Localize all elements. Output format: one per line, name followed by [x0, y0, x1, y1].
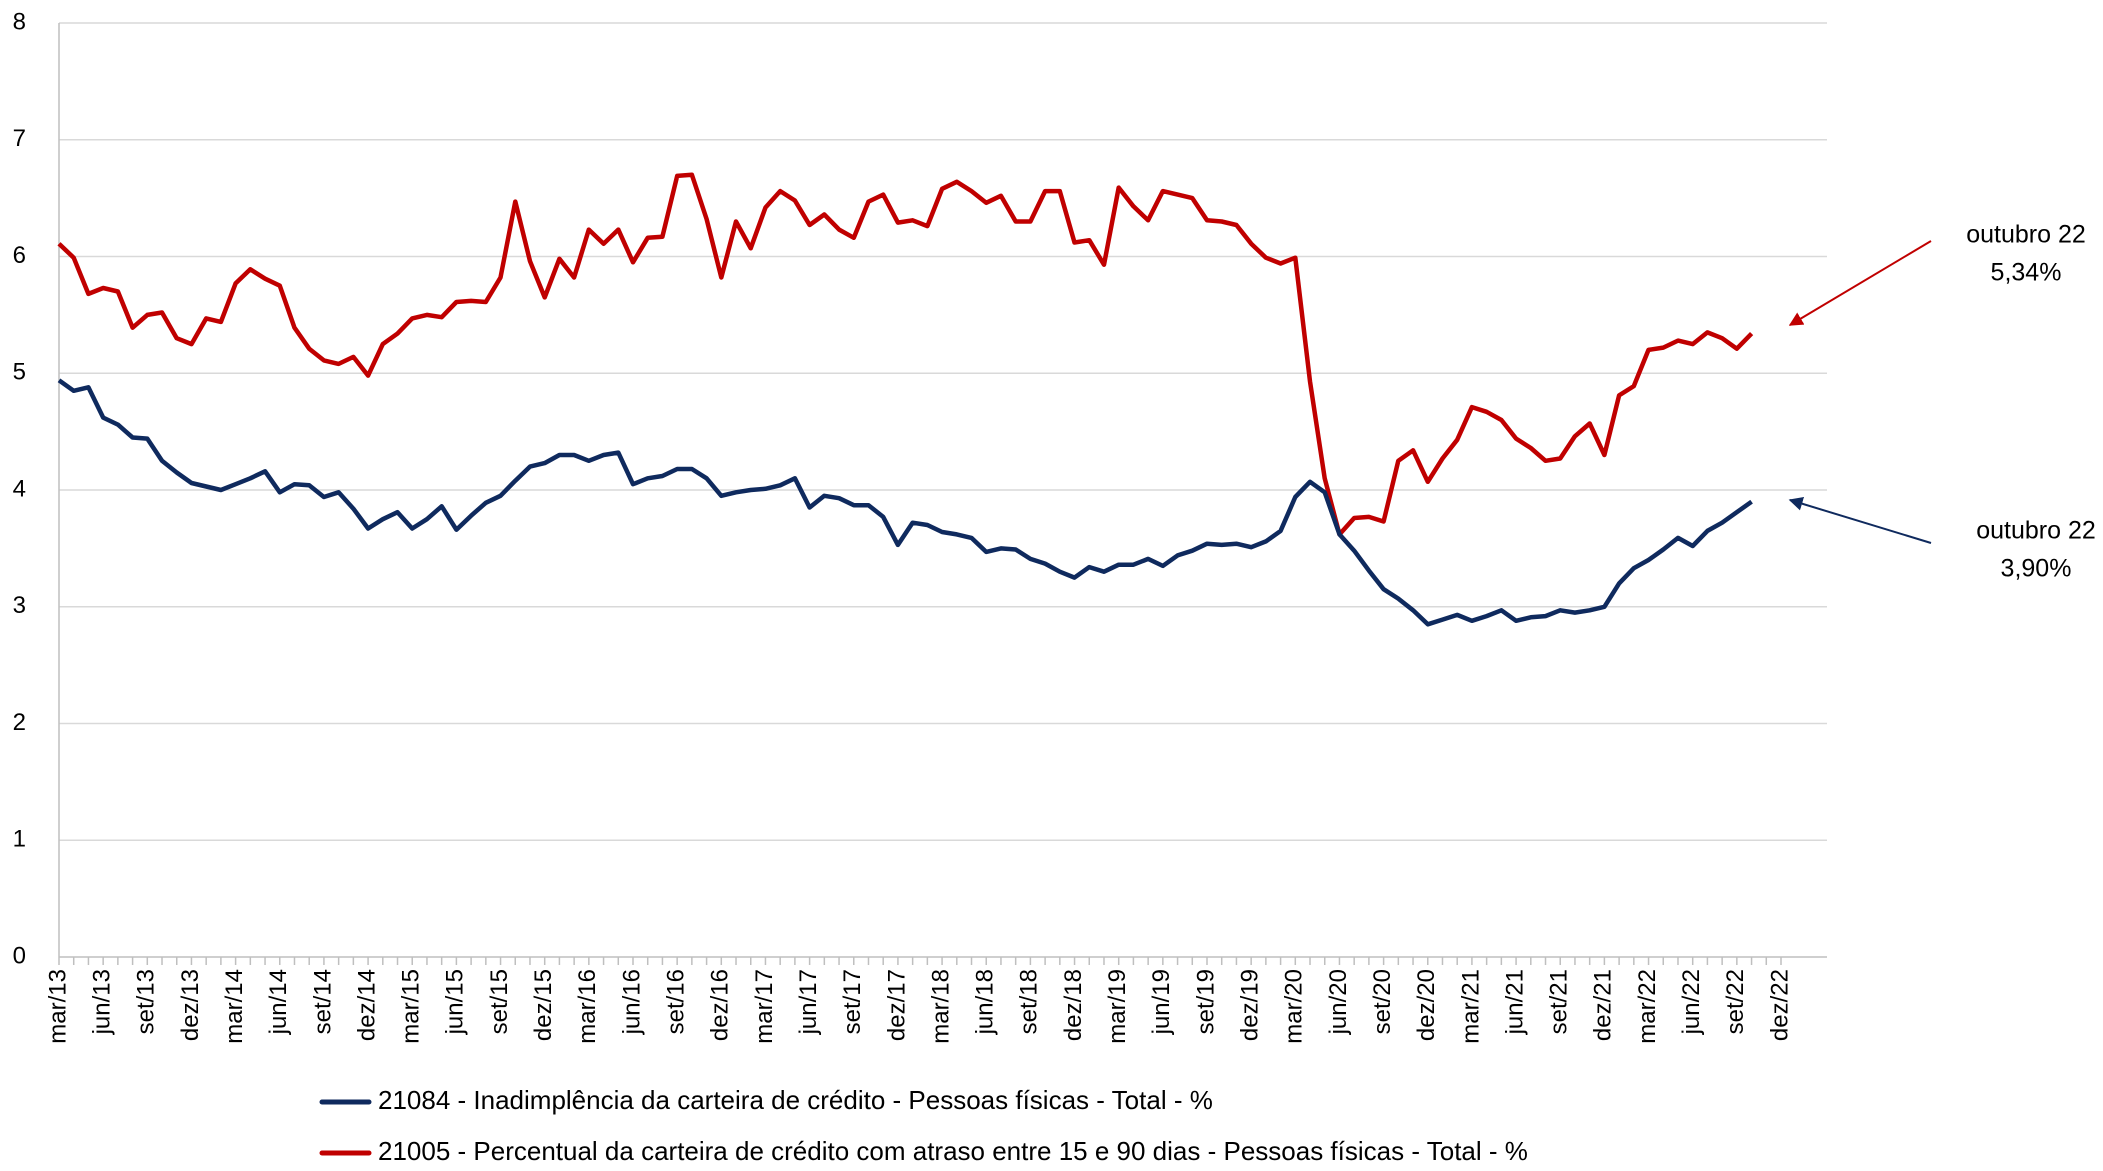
x-tick-label: jun/21: [1501, 969, 1528, 1035]
x-tick-label: mar/20: [1281, 969, 1308, 1044]
x-tick-label: mar/19: [1104, 969, 1131, 1044]
x-tick-label: set/14: [309, 969, 336, 1034]
y-tick-label: 3: [13, 592, 26, 619]
x-tick-label: jun/13: [88, 969, 115, 1035]
annotation-arrow: [1788, 240, 1932, 326]
x-tick-label: jun/20: [1325, 969, 1352, 1035]
y-tick-label: 5: [13, 359, 26, 386]
y-tick-label: 0: [13, 942, 26, 969]
y-tick-label: 4: [13, 475, 26, 502]
x-tick-label: set/15: [486, 969, 513, 1034]
x-tick-label: set/20: [1369, 969, 1396, 1034]
series-line: [57, 378, 1753, 627]
annotation-value: 3,90%: [2001, 555, 2072, 583]
legend-label: 21084 - Inadimplência da carteira de cré…: [378, 1085, 1213, 1115]
x-tick-label: mar/22: [1634, 969, 1661, 1044]
x-tick-label: set/21: [1546, 969, 1573, 1034]
x-tick-label: set/22: [1722, 969, 1749, 1034]
y-tick-label: 2: [13, 709, 26, 736]
x-tick-label: dez/15: [530, 969, 557, 1041]
annotation-value: 5,34%: [1991, 259, 2062, 287]
y-tick-label: 8: [13, 8, 26, 35]
x-tick-label: dez/17: [883, 969, 910, 1041]
x-tick-label: dez/13: [177, 969, 204, 1041]
x-tick-label: dez/16: [707, 969, 734, 1041]
x-tick-label: mar/17: [751, 969, 778, 1044]
x-tick-label: mar/16: [574, 969, 601, 1044]
annotation-label: outubro 22: [1966, 221, 2086, 249]
x-tick-label: dez/14: [353, 969, 380, 1041]
annotation-label: outubro 22: [1976, 517, 2096, 545]
x-tick-label: jun/15: [442, 969, 469, 1035]
legend-label: 21005 - Percentual da carteira de crédit…: [378, 1136, 1528, 1166]
x-tick-label: set/18: [1016, 969, 1043, 1034]
x-tick-label: set/16: [662, 969, 689, 1034]
y-tick-label: 7: [13, 125, 26, 152]
x-tick-label: dez/19: [1236, 969, 1263, 1041]
x-tick-label: jun/16: [618, 969, 645, 1035]
y-tick-label: 1: [13, 826, 26, 853]
x-tick-label: mar/18: [927, 969, 954, 1044]
x-tick-label: dez/20: [1413, 969, 1440, 1041]
x-tick-label: mar/13: [44, 969, 71, 1044]
x-tick-label: mar/14: [221, 969, 248, 1044]
x-tick-label: jun/19: [1148, 969, 1175, 1035]
x-tick-label: mar/15: [398, 969, 425, 1044]
x-tick-label: jun/22: [1678, 969, 1705, 1035]
series-line: [57, 172, 1754, 537]
x-tick-label: jun/14: [265, 969, 292, 1035]
x-tick-label: dez/22: [1766, 969, 1793, 1041]
x-tick-label: set/13: [133, 969, 160, 1034]
x-tick-label: mar/21: [1457, 969, 1484, 1044]
y-tick-label: 6: [13, 242, 26, 269]
x-tick-label: jun/18: [972, 969, 999, 1035]
x-tick-label: set/19: [1192, 969, 1219, 1034]
x-tick-label: dez/21: [1590, 969, 1617, 1041]
x-tick-label: set/17: [839, 969, 866, 1034]
annotation-arrow: [1788, 496, 1932, 544]
x-tick-label: dez/18: [1060, 969, 1087, 1041]
x-tick-label: jun/17: [795, 969, 822, 1035]
